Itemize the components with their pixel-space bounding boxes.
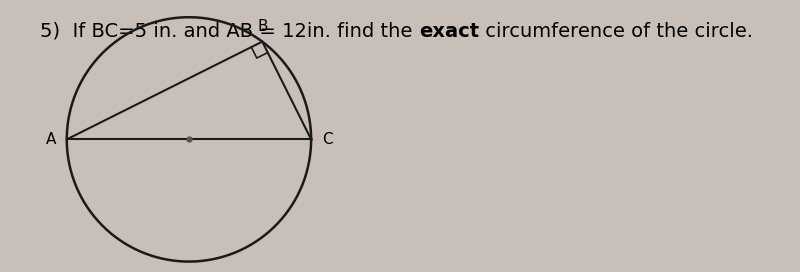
Text: exact: exact	[418, 22, 478, 41]
Text: A: A	[46, 132, 56, 147]
Text: circumference of the circle.: circumference of the circle.	[478, 22, 753, 41]
Text: 5)  If BC=5 in. and AB = 12in. find the: 5) If BC=5 in. and AB = 12in. find the	[40, 22, 418, 41]
Text: C: C	[322, 132, 332, 147]
Text: B: B	[257, 20, 267, 35]
